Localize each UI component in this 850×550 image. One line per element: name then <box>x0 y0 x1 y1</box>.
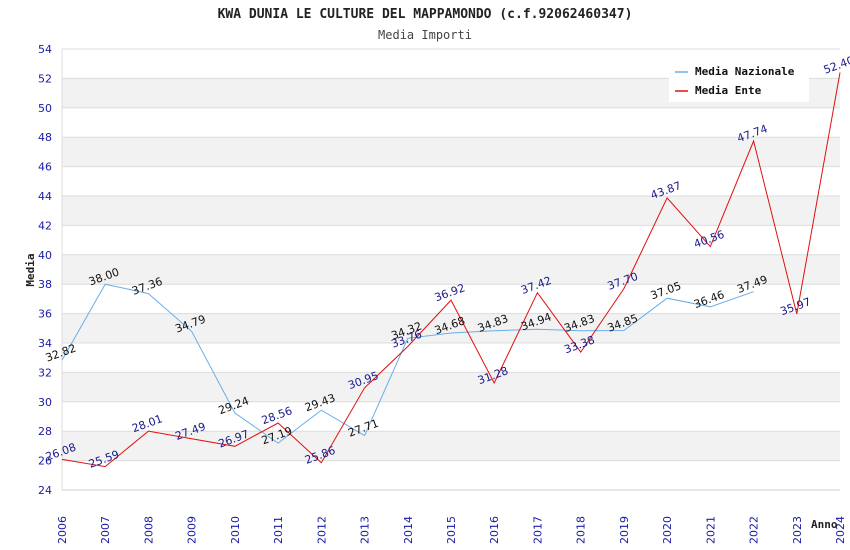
plot-band <box>62 431 840 461</box>
series-line-media-ente <box>61 72 841 468</box>
y-tick-label: 40 <box>38 249 52 262</box>
x-tick-label: 2013 <box>359 516 372 544</box>
x-tick-label: 2012 <box>315 516 328 544</box>
y-tick-label: 32 <box>38 366 52 379</box>
chart-title: KWA DUNIA LE CULTURE DEL MAPPAMONDO (c.f… <box>218 7 633 22</box>
y-tick-label: 48 <box>38 131 52 144</box>
x-tick-label: 2009 <box>186 516 199 544</box>
plot-band <box>62 284 840 314</box>
plot-band <box>62 401 840 432</box>
x-tick-label: 2011 <box>272 516 285 544</box>
plot-background <box>61 48 840 491</box>
x-tick-label: 2019 <box>618 516 631 544</box>
x-tick-label: 2006 <box>56 516 69 544</box>
series-lines <box>61 72 841 468</box>
x-tick-label: 2020 <box>661 516 674 544</box>
y-tick-label: 50 <box>38 102 52 115</box>
legend-box <box>669 60 809 102</box>
x-tick-label: 2021 <box>704 516 717 544</box>
y-axis-label: Media <box>24 253 37 286</box>
plot-band <box>62 254 840 285</box>
y-tick-label: 52 <box>38 72 52 85</box>
y-tick-label: 46 <box>38 161 52 174</box>
x-tick-label: 2016 <box>488 516 501 544</box>
y-tick-label: 38 <box>38 278 52 291</box>
legend-label-media-nazionale: Media Nazionale <box>695 65 795 78</box>
plot-band <box>62 372 840 402</box>
x-tick-label: 2024 <box>834 516 847 544</box>
y-tick-label: 30 <box>38 396 52 409</box>
series-line-media-nazionale <box>61 283 754 444</box>
plot-band <box>62 107 840 138</box>
x-tick-label: 2014 <box>402 516 415 544</box>
legend-label-media-ente: Media Ente <box>695 84 762 97</box>
x-tick-label: 2022 <box>748 516 761 544</box>
y-tick-label: 36 <box>38 308 52 321</box>
y-tick-label: 24 <box>38 484 52 497</box>
x-tick-label: 2008 <box>142 516 155 544</box>
y-tick-label: 34 <box>38 337 52 350</box>
plot-band <box>62 460 840 490</box>
plot-band <box>62 137 840 167</box>
y-tick-label: 44 <box>38 190 52 203</box>
x-tick-label: 2010 <box>229 516 242 544</box>
y-tick-label: 28 <box>38 425 52 438</box>
y-tick-label: 54 <box>38 43 52 56</box>
x-axis-label: Anno <box>811 518 838 531</box>
x-tick-label: 2018 <box>575 516 588 544</box>
y-tick-label: 42 <box>38 219 52 232</box>
y-tick-label: 26 <box>38 455 52 468</box>
x-tick-label: 2017 <box>531 516 544 544</box>
x-tick-label: 2007 <box>99 516 112 544</box>
chart-subtitle: Media Importi <box>378 28 472 42</box>
x-tick-label: 2023 <box>791 516 804 544</box>
plot-band <box>62 196 840 226</box>
plot-band <box>62 166 840 196</box>
x-axis-ticks: 2006 2007 2008 2009 2010 2011 2012 2013 2014 2015… <box>56 516 847 544</box>
x-tick-label: 2015 <box>445 516 458 544</box>
legend: Media Nazionale Media Ente <box>669 60 809 102</box>
plot-band <box>62 343 840 373</box>
plot-band <box>62 313 840 343</box>
y-axis-ticks: 24 26 28 30 32 34 36 38 40 42 44 46 48 50 52 54 <box>38 43 52 497</box>
plot-band <box>62 225 840 255</box>
